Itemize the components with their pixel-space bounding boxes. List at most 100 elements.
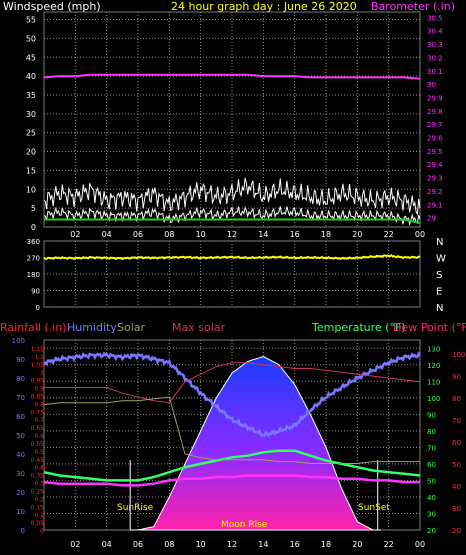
humidity-y-tick-label: 100 [12, 337, 25, 345]
windspeed-axis-label: Windspeed (mph) [3, 0, 101, 13]
barometer-y-tick-label: 29.5 [427, 148, 443, 156]
temperature-y-tick-label: 50 [427, 477, 436, 485]
wind-x-tick-label: 04 [102, 230, 112, 239]
rain-y-tick-label: 0.25 [31, 488, 45, 495]
rain-y-tick-label: 0.7 [34, 417, 44, 424]
rain-y-tick-label: 1.15 [31, 346, 45, 353]
barometer-y-tick-label: 29.7 [427, 121, 443, 129]
barometer-y-tick-label: 29.1 [427, 201, 443, 209]
weather-x-tick-label: 08 [164, 540, 174, 549]
wind-x-tick-label: 18 [321, 230, 331, 239]
solar-radiation-area [130, 355, 381, 531]
wind-y-tick-label: 10 [26, 185, 36, 194]
rainfall-axis-label: Rainfall (.in) [0, 321, 67, 334]
rain-y-tick-label: 0.9 [34, 386, 44, 393]
humidity-y-tick-label: 70 [16, 394, 25, 402]
dewpoint-y-tick-label: 90 [452, 373, 461, 381]
wind-x-tick-label: 10 [196, 230, 206, 239]
temperature-y-tick-label: 120 [427, 362, 440, 370]
dewpoint-y-tick-label: 30 [452, 505, 461, 513]
rain-y-tick-label: 0.35 [31, 473, 45, 480]
barometer-series-line [43, 73, 421, 80]
moonrise-annotation: Moon Rise [221, 520, 268, 530]
weather-x-tick-label: 10 [196, 540, 206, 549]
wind-average-series-line [44, 218, 421, 225]
wind-y-tick-label: 25 [26, 129, 36, 138]
temperature-y-tick-label: 80 [427, 428, 436, 436]
barometer-y-tick-label: 30.1 [427, 68, 443, 76]
humidity-label: Humidity [67, 321, 117, 334]
barometer-y-tick-label: 30.5 [427, 14, 443, 22]
humidity-y-tick-label: 30 [16, 470, 25, 478]
rain-y-tick-label: 0.75 [31, 409, 45, 416]
compass-label: E [436, 287, 442, 298]
weather-x-tick-label: 00 [415, 540, 425, 549]
wind-direction-series-line [43, 254, 421, 261]
direction-y-tick-label: 360 [27, 238, 40, 246]
temperature-y-tick-label: 20 [427, 527, 436, 535]
dewpoint-axis-label: Dew Point (°F) [393, 321, 466, 334]
wind-y-tick-label: 0 [31, 223, 36, 232]
rain-y-tick-label: 1 [40, 370, 44, 377]
direction-y-tick-label: 0 [36, 304, 40, 312]
barometer-y-tick-label: 30.4 [427, 28, 443, 36]
max-solar-series-line [44, 362, 421, 404]
weather-x-tick-label: 02 [70, 540, 80, 549]
dewpoint-y-tick-label: 20 [452, 527, 461, 535]
humidity-y-tick-label: 20 [16, 489, 25, 497]
weather-x-tick-label: 04 [102, 540, 112, 549]
compass-label: N [436, 303, 443, 314]
humidity-y-tick-label: 90 [16, 356, 25, 364]
wind-speed-series-line [43, 205, 421, 226]
humidity-y-tick-label: 50 [16, 432, 25, 440]
solar-label: Solar [117, 321, 146, 334]
rain-y-tick-label: 1.05 [31, 362, 45, 369]
direction-y-tick-label: 270 [27, 255, 40, 263]
dewpoint-y-tick-label: 70 [452, 417, 461, 425]
dew-point-series-line [43, 474, 420, 487]
weather-x-tick-label: 18 [321, 540, 331, 549]
chart-title: 24 hour graph day : June 26 2020 [171, 0, 357, 13]
sunset-annotation: SunSet [358, 503, 390, 513]
barometer-y-tick-label: 29.8 [427, 108, 443, 116]
rain-y-tick-label: 0.15 [31, 504, 45, 511]
weather-x-tick-label: 20 [352, 540, 362, 549]
wind-x-tick-label: 16 [290, 230, 300, 239]
humidity-series-line [43, 351, 421, 438]
weather-x-tick-label: 12 [227, 540, 237, 549]
barometer-y-tick-label: 30 [427, 81, 436, 89]
barometer-y-tick-label: 29.2 [427, 188, 443, 196]
temperature-y-tick-label: 100 [427, 395, 440, 403]
solar-series-line [43, 396, 420, 464]
humidity-y-tick-label: 10 [16, 508, 25, 516]
wind-y-tick-label: 55 [26, 16, 36, 25]
barometer-y-tick-label: 30.2 [427, 54, 443, 62]
temperature-y-tick-label: 60 [427, 461, 436, 469]
wind-x-tick-label: 06 [133, 230, 143, 239]
weather-x-tick-label: 16 [290, 540, 300, 549]
wind-x-tick-label: 02 [70, 230, 80, 239]
wind-y-tick-label: 45 [26, 53, 36, 62]
rain-y-tick-label: 0.4 [34, 465, 44, 472]
compass-label: W [436, 254, 446, 265]
dewpoint-y-tick-label: 40 [452, 483, 461, 491]
wind-y-tick-label: 30 [26, 110, 36, 119]
direction-y-tick-label: 180 [27, 271, 40, 279]
temperature-y-tick-label: 40 [427, 494, 436, 502]
temperature-y-tick-label: 90 [427, 411, 436, 419]
rain-y-tick-label: 0.3 [34, 481, 44, 488]
humidity-y-tick-label: 40 [16, 451, 25, 459]
temperature-y-tick-label: 110 [427, 378, 440, 386]
humidity-y-tick-label: 0 [21, 527, 25, 535]
rain-y-tick-label: 0.6 [34, 433, 44, 440]
wind-y-tick-label: 5 [31, 204, 36, 213]
rain-y-tick-label: 0.95 [31, 378, 45, 385]
dewpoint-y-tick-label: 80 [452, 395, 461, 403]
wind-x-tick-label: 12 [227, 230, 237, 239]
wind-x-tick-label: 22 [384, 230, 394, 239]
direction-y-tick-label: 90 [31, 288, 40, 296]
wind-y-tick-label: 40 [26, 72, 36, 81]
weather-x-tick-label: 14 [258, 540, 268, 549]
rain-y-tick-label: 0.5 [34, 449, 44, 456]
